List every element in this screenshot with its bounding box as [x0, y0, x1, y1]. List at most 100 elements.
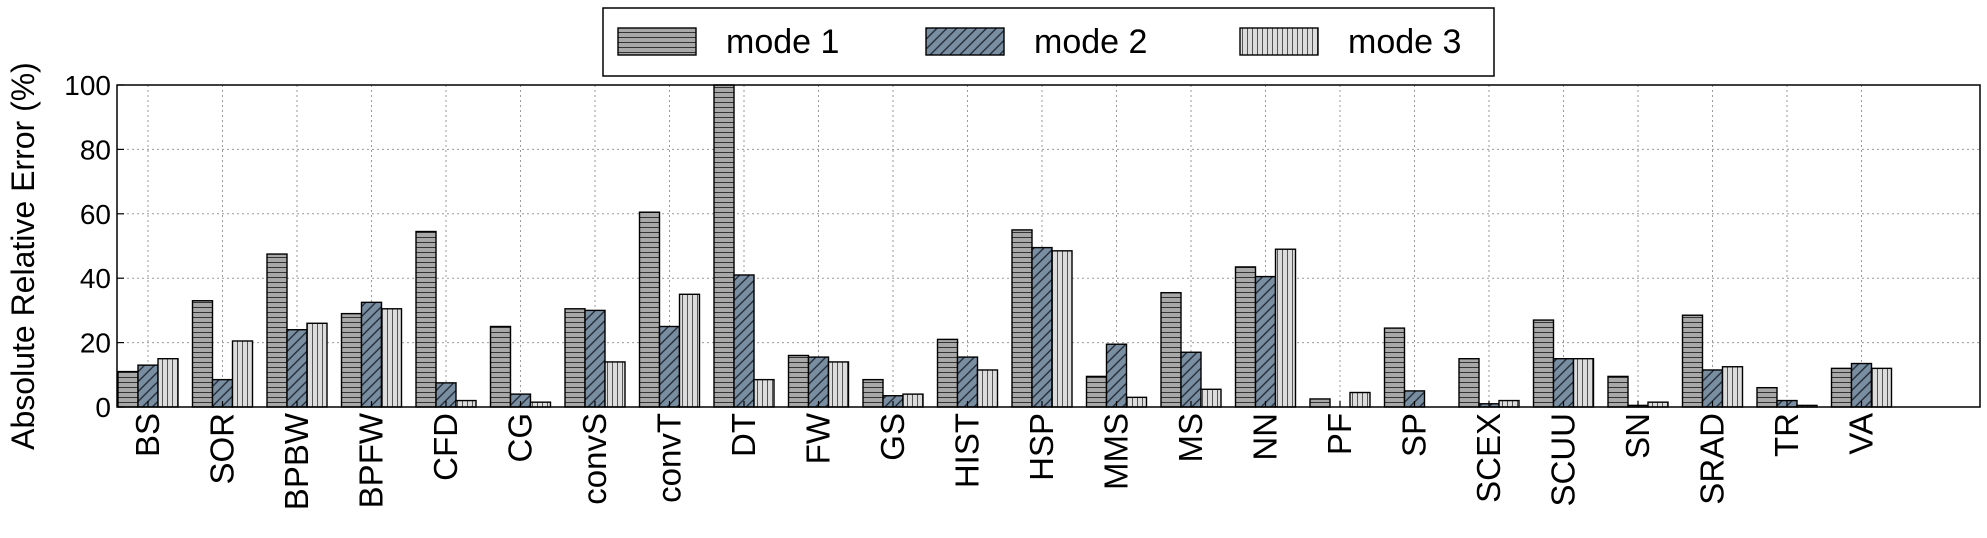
- bars: [117, 84, 1893, 408]
- bar-mode-1-NN: [1234, 266, 1257, 408]
- bar-mode-3-SCUU: [1572, 358, 1595, 408]
- bar-mode-1-convS: [564, 308, 586, 408]
- bar-mode-1-CFD: [415, 230, 437, 408]
- x-tick-label: convT: [651, 413, 688, 503]
- x-tick-label: CG: [502, 413, 539, 463]
- bar-mode-3-NN: [1274, 248, 1297, 408]
- x-tick-label: TR: [1768, 413, 1805, 457]
- bar-mode-1-VA: [1830, 367, 1853, 408]
- x-tick-label: SRAD: [1694, 413, 1731, 505]
- bar-mode-1-BPBW: [266, 253, 288, 408]
- x-tick-label: SP: [1396, 413, 1433, 457]
- x-tick-label: CFD: [427, 413, 464, 481]
- legend-label: mode 3: [1348, 23, 1461, 61]
- x-tick-label: BPBW: [278, 412, 315, 510]
- bar-mode-1-convT: [638, 211, 661, 408]
- bar-mode-3-CFD: [455, 399, 477, 408]
- y-tick-label: 20: [80, 328, 111, 359]
- x-tick-label: SN: [1619, 413, 1656, 459]
- bar-mode-3-DT: [753, 378, 775, 408]
- bar-mode-3-HIST: [976, 369, 999, 408]
- bar-mode-1-SN: [1607, 375, 1629, 408]
- bar-mode-2-convS: [584, 309, 606, 408]
- x-tick-label: MS: [1172, 413, 1209, 463]
- legend-label: mode 2: [1034, 23, 1147, 61]
- bar-mode-2-BS: [137, 364, 159, 408]
- bar-mode-3-SCEX: [1498, 399, 1520, 408]
- legend: mode 1 mode 2 mode 3: [602, 7, 1495, 77]
- bar-mode-3-GS: [902, 393, 924, 408]
- bar-mode-2-VA: [1850, 362, 1873, 408]
- bar-mode-3-BPBW: [306, 322, 328, 408]
- bar-mode-2-BPFW: [360, 301, 383, 408]
- bar-mode-2-convT: [658, 325, 681, 408]
- bar-mode-3-HSP: [1051, 250, 1073, 408]
- y-axis-label: Absolute Relative Error (%): [5, 62, 41, 450]
- plot-frame: [116, 84, 1981, 408]
- x-axis: BS SOR BPBW BPFW CFD CG convS convT DT FW GS HIST HS…: [129, 401, 1880, 510]
- bar-mode-3-BS: [157, 358, 179, 408]
- bar-mode-3-FW: [827, 361, 850, 408]
- bar-mode-3-MMS: [1125, 396, 1148, 408]
- bar-mode-2-MS: [1180, 351, 1202, 408]
- bar-mode-2-FW: [807, 356, 830, 408]
- bar-mode-2-DT: [733, 274, 755, 408]
- bar-mode-3-VA: [1870, 367, 1893, 408]
- bar-mode-2-MMS: [1105, 343, 1128, 408]
- bar-mode-1-BPFW: [340, 312, 363, 408]
- bar-mode-1-BS: [117, 370, 139, 408]
- bar-mode-1-CG: [489, 325, 512, 408]
- x-tick-label: BPFW: [353, 412, 390, 508]
- bar-mode-1-HIST: [936, 338, 959, 408]
- bar-mode-2-HIST: [956, 356, 979, 408]
- bar-mode-1-TR: [1756, 386, 1778, 408]
- legend-swatch: [1239, 27, 1319, 56]
- x-tick-label: SOR: [204, 413, 241, 485]
- legend-box: [602, 7, 1495, 77]
- bar-mode-3-MS: [1200, 388, 1222, 408]
- bar-mode-2-HSP: [1031, 246, 1053, 408]
- x-tick-label: VA: [1843, 413, 1880, 455]
- bar-mode-1-SCEX: [1458, 358, 1480, 408]
- x-tick-label: DT: [725, 413, 762, 457]
- x-tick-label: MMS: [1098, 413, 1135, 490]
- bar-mode-1-MMS: [1085, 375, 1108, 408]
- bar-mode-3-PF: [1349, 391, 1371, 408]
- legend-label: mode 1: [726, 23, 839, 61]
- x-tick-label: NN: [1247, 413, 1284, 461]
- x-tick-label: GS: [874, 413, 911, 461]
- x-tick-label: SCEX: [1470, 413, 1507, 503]
- x-tick-label: PF: [1321, 413, 1358, 455]
- bar-mode-3-SRAD: [1721, 366, 1744, 408]
- bar-mode-2-NN: [1254, 275, 1277, 408]
- bar-mode-2-BPBW: [286, 329, 308, 408]
- y-tick-label: 80: [80, 134, 111, 165]
- x-tick-label: SCUU: [1545, 413, 1582, 507]
- bar-mode-1-MS: [1160, 291, 1182, 408]
- x-tick-label: BS: [129, 413, 166, 457]
- bar-mode-3-BPFW: [380, 308, 403, 408]
- bar-mode-3-convS: [604, 361, 626, 408]
- bar-mode-1-GS: [862, 378, 884, 408]
- bar-mode-1-SOR: [191, 300, 214, 408]
- bar-mode-1-PF: [1309, 398, 1331, 408]
- bar-mode-3-SOR: [231, 340, 254, 408]
- bar-mode-1-FW: [787, 354, 810, 408]
- bar-mode-1-SCUU: [1532, 319, 1555, 408]
- bar-mode-1-HSP: [1011, 229, 1033, 408]
- y-tick-label: 100: [64, 70, 111, 101]
- bar-mode-2-SCUU: [1552, 358, 1575, 408]
- y-tick-label: 60: [80, 199, 111, 230]
- bar-mode-3-convT: [678, 293, 701, 408]
- x-tick-label: convS: [576, 413, 613, 505]
- y-tick-label: 0: [95, 392, 111, 423]
- bar-mode-1-SRAD: [1681, 314, 1704, 408]
- legend-swatch: [617, 27, 697, 56]
- bar-mode-1-DT: [713, 84, 735, 408]
- x-tick-label: HIST: [949, 413, 986, 488]
- x-tick-label: FW: [800, 412, 837, 464]
- y-tick-label: 40: [80, 263, 111, 294]
- x-tick-label: HSP: [1023, 413, 1060, 481]
